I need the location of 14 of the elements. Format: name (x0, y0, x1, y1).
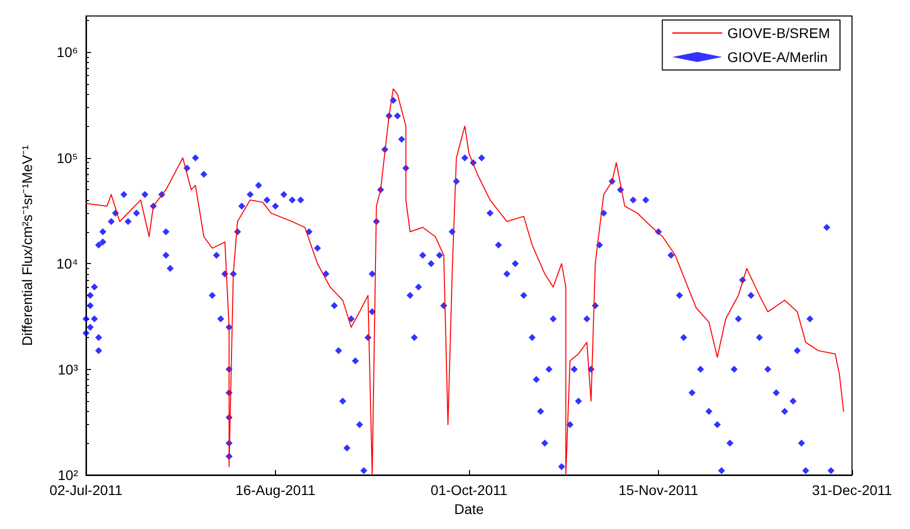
y-tick-label: 10⁶ (56, 44, 78, 60)
x-tick-label: 01-Oct-2011 (430, 482, 508, 498)
y-tick-label: 10³ (58, 361, 78, 378)
legend-label: GIOVE-A/Merlin (727, 49, 828, 65)
y-tick-label: 10² (58, 467, 78, 483)
legend-label: GIOVE-B/SREM (727, 25, 830, 41)
x-tick-label: 02-Jul-2011 (50, 482, 123, 498)
x-axis-title: Date (454, 500, 484, 517)
y-axis-title: Differential Flux/cm²s⁻¹sr⁻¹MeV⁻¹ (19, 144, 35, 346)
x-tick-label: 31-Dec-2011 (812, 482, 892, 498)
x-tick-label: 16-Aug-2011 (235, 482, 316, 498)
y-tick-label: 10⁵ (56, 150, 78, 166)
y-tick-label: 10⁴ (56, 256, 78, 272)
x-tick-label: 15-Nov-2011 (618, 482, 699, 498)
